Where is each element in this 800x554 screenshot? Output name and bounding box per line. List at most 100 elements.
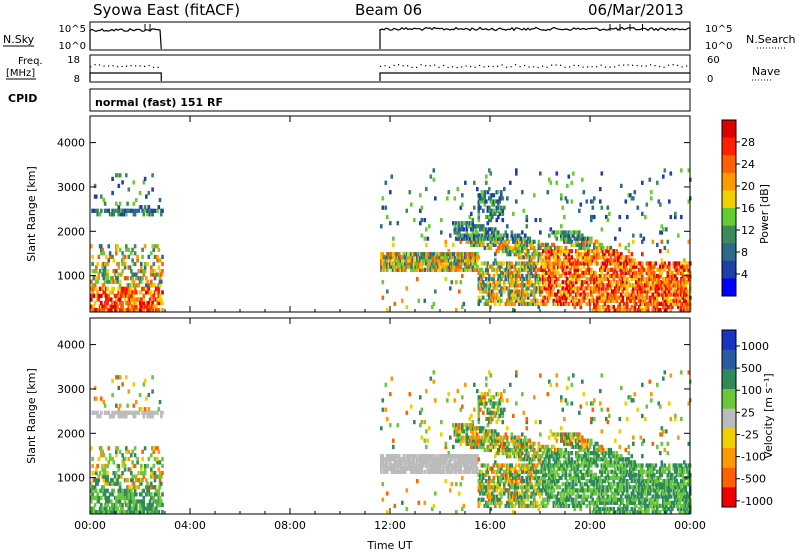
power-cell bbox=[579, 273, 583, 279]
power-cell bbox=[468, 258, 472, 263]
power-cell bbox=[564, 295, 568, 300]
power-cell bbox=[579, 242, 583, 247]
power-cell bbox=[482, 283, 485, 288]
beam-title: Beam 06 bbox=[355, 1, 422, 19]
power-cell bbox=[588, 277, 592, 282]
power-cell bbox=[674, 283, 677, 288]
power-cell bbox=[564, 236, 568, 241]
velocity-cell bbox=[494, 444, 497, 449]
power-cell bbox=[495, 199, 499, 204]
power-cell bbox=[522, 292, 526, 297]
power-cell bbox=[123, 265, 127, 270]
power-cell bbox=[611, 295, 614, 300]
velocity-cell bbox=[510, 485, 514, 490]
nave-dot bbox=[470, 66, 472, 68]
power-cell bbox=[566, 199, 569, 204]
power-cell bbox=[624, 264, 628, 269]
velocity-cell bbox=[456, 460, 460, 465]
power-cell bbox=[584, 252, 587, 257]
velocity-cell bbox=[492, 432, 496, 437]
velocity-cell bbox=[152, 495, 156, 500]
power-cell bbox=[651, 273, 655, 279]
velocity-cell bbox=[515, 491, 518, 496]
velocity-cell bbox=[444, 454, 448, 459]
velocity-cell bbox=[479, 426, 482, 431]
power-cell bbox=[618, 214, 622, 220]
power-cell bbox=[111, 190, 114, 196]
power-cell bbox=[476, 233, 479, 238]
nave-dot bbox=[384, 65, 386, 67]
power-cell bbox=[461, 236, 464, 241]
power-cell bbox=[432, 261, 436, 266]
velocity-cell bbox=[540, 488, 544, 493]
velocity-cell bbox=[479, 491, 482, 496]
velocity-cell bbox=[516, 472, 520, 477]
power-cell bbox=[561, 286, 565, 291]
power-cell bbox=[118, 247, 122, 252]
power-cell bbox=[482, 224, 485, 229]
velocity-cell bbox=[549, 472, 553, 477]
power-cell bbox=[633, 264, 637, 269]
velocity-cell bbox=[411, 469, 415, 474]
velocity-cell bbox=[125, 446, 128, 451]
power-cell bbox=[130, 286, 133, 291]
power-cell bbox=[419, 267, 422, 272]
power-cell bbox=[522, 242, 526, 247]
power-cell bbox=[563, 289, 566, 294]
velocity-cell bbox=[396, 460, 400, 465]
velocity-cell bbox=[380, 457, 383, 462]
velocity-cell bbox=[575, 475, 578, 481]
power-cell bbox=[548, 292, 551, 297]
power-cell bbox=[596, 298, 599, 303]
power-cell bbox=[588, 267, 592, 272]
power-cell bbox=[426, 255, 430, 260]
velocity-cell bbox=[497, 500, 500, 505]
velocity-cell bbox=[95, 495, 98, 500]
power-cell bbox=[567, 283, 571, 288]
power-cell bbox=[602, 255, 605, 260]
power-cell bbox=[528, 236, 532, 241]
velocity-cell bbox=[135, 510, 138, 515]
power-cell bbox=[660, 289, 664, 294]
velocity-cell bbox=[401, 469, 404, 474]
power-cell bbox=[410, 258, 413, 263]
velocity-cell bbox=[492, 401, 496, 406]
velocity-cell bbox=[160, 414, 163, 419]
power-cell bbox=[638, 277, 641, 282]
velocity-cell bbox=[473, 457, 476, 462]
power-cell bbox=[572, 230, 575, 235]
power-cell bbox=[132, 293, 136, 298]
velocity-cell bbox=[524, 469, 527, 474]
velocity-cell bbox=[407, 463, 410, 468]
velocity-cell bbox=[551, 475, 554, 481]
power-cell bbox=[515, 168, 518, 173]
power-cell bbox=[389, 264, 392, 269]
power-cell bbox=[576, 270, 580, 275]
velocity-cell bbox=[477, 395, 481, 400]
power-cell bbox=[510, 289, 514, 294]
cpid-panel: CPID normal (fast) 151 RF bbox=[8, 88, 691, 112]
power-cell bbox=[671, 304, 674, 310]
power-cell bbox=[96, 212, 99, 217]
power-cell bbox=[467, 224, 470, 229]
velocity-cell bbox=[513, 494, 517, 499]
power-cell bbox=[130, 269, 133, 274]
velocity-cell bbox=[525, 454, 529, 459]
power-cell bbox=[392, 261, 395, 266]
power-cell bbox=[579, 283, 583, 288]
power-cell bbox=[638, 267, 641, 272]
power-cell bbox=[488, 283, 491, 288]
power-cell bbox=[122, 258, 126, 263]
power-cell bbox=[161, 261, 164, 267]
nave-dot bbox=[569, 66, 571, 68]
velocity-cell bbox=[572, 373, 575, 378]
power-cell bbox=[111, 176, 114, 181]
power-cell bbox=[419, 208, 422, 213]
power-cell bbox=[530, 283, 533, 288]
power-cell bbox=[624, 270, 628, 275]
power-cell bbox=[395, 255, 398, 260]
power-cell bbox=[602, 286, 605, 291]
freq-tick-bottom: 8 bbox=[74, 74, 80, 85]
power-cell bbox=[555, 292, 559, 297]
power-cell bbox=[687, 264, 691, 269]
